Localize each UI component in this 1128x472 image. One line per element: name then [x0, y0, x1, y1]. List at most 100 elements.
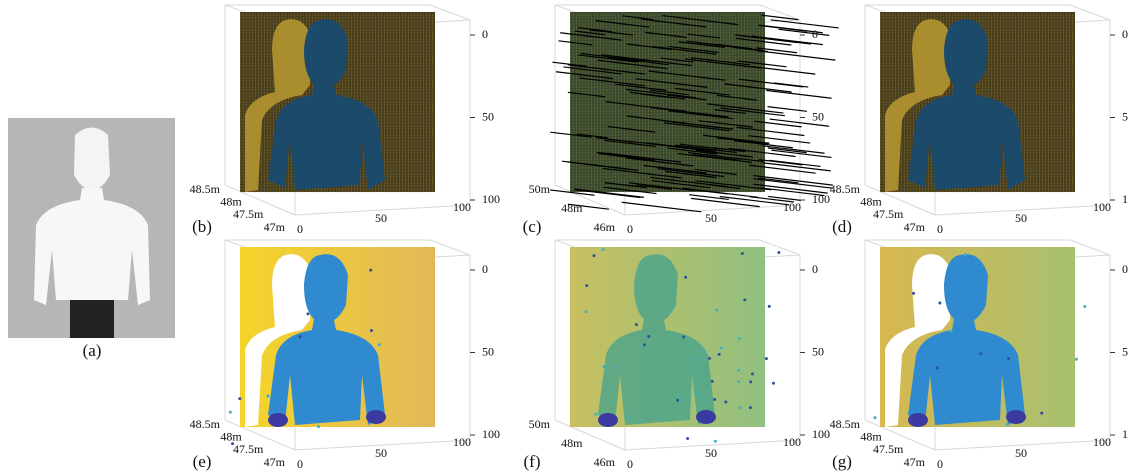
point	[298, 335, 301, 338]
z-tick-label: 100	[1122, 427, 1128, 441]
point	[1075, 358, 1078, 361]
z-tick-label: 0	[482, 262, 488, 276]
point	[594, 413, 597, 416]
plot-panel	[225, 240, 475, 450]
z-tick-label: 50	[1122, 344, 1128, 358]
panel-label: (a)	[83, 341, 102, 360]
point	[714, 440, 717, 443]
x-tick-label: 50	[1015, 211, 1027, 225]
panel-label: (g)	[832, 452, 852, 471]
hand	[268, 413, 288, 427]
z-tick-label: 0	[812, 262, 818, 276]
depth-tick-label: 47m	[904, 220, 926, 234]
x-tick-label: 50	[375, 211, 387, 225]
point	[768, 305, 771, 308]
point	[720, 346, 723, 349]
box-edge	[1070, 240, 1110, 255]
depth-tick-label: 48.5m	[190, 182, 221, 196]
depth-tick-label: 48.5m	[830, 417, 861, 431]
plot-panel	[865, 240, 1115, 450]
depth-tick-label: 48m	[561, 201, 583, 215]
z-tick-label: 100	[1122, 192, 1128, 206]
point	[593, 254, 596, 257]
point	[738, 337, 741, 340]
noise-line	[771, 20, 839, 28]
x-tick-label: 0	[937, 222, 943, 236]
z-tick-label: 100	[812, 192, 830, 206]
point	[696, 391, 699, 394]
point	[378, 343, 381, 346]
point	[238, 397, 241, 400]
box-edge	[1070, 5, 1110, 20]
point	[369, 269, 372, 272]
noise-line	[768, 107, 807, 112]
x-tick-label: 100	[1093, 435, 1111, 449]
z-tick-label: 50	[482, 109, 494, 123]
z-tick-label: 50	[1122, 109, 1128, 123]
point	[585, 310, 588, 313]
panel-label: (f)	[524, 452, 541, 471]
depth-tick-label: 48.5m	[190, 417, 221, 431]
plot-panel	[865, 5, 1115, 215]
point	[229, 411, 232, 414]
x-tick-label: 50	[705, 211, 717, 225]
plot-panel	[555, 240, 805, 450]
point	[306, 312, 309, 315]
z-tick-label: 100	[812, 427, 830, 441]
panel-label: (b)	[192, 217, 212, 236]
z-tick-label: 0	[1122, 27, 1128, 41]
hand	[1006, 410, 1026, 424]
depth-tick-label: 48.5m	[830, 182, 861, 196]
point	[751, 372, 754, 375]
x-tick-label: 0	[297, 222, 303, 236]
depth-tick-label: 47m	[904, 455, 926, 469]
point	[1040, 412, 1043, 415]
point	[737, 369, 740, 372]
point	[643, 343, 646, 346]
point	[317, 425, 320, 428]
point	[1083, 305, 1086, 308]
x-tick-label: 0	[937, 457, 943, 471]
noise-line	[762, 146, 824, 153]
x-tick-label: 0	[627, 222, 633, 236]
noise-line	[766, 90, 831, 98]
x-tick-label: 50	[705, 446, 717, 460]
plot-panel	[550, 5, 839, 215]
x-tick-label: 100	[783, 435, 801, 449]
point	[724, 400, 727, 403]
point	[912, 292, 915, 295]
point	[615, 366, 618, 369]
point	[676, 399, 679, 402]
point	[266, 395, 269, 398]
mannequin-head	[74, 128, 110, 191]
x-tick-label: 0	[627, 457, 633, 471]
point	[635, 323, 638, 326]
z-tick-label: 0	[1122, 262, 1128, 276]
point	[626, 415, 629, 418]
box-edge	[430, 5, 470, 20]
point	[765, 357, 768, 360]
point	[777, 251, 780, 254]
point	[741, 252, 744, 255]
depth-tick-label: 50m	[529, 417, 551, 431]
depth-tick-label: 47m	[264, 220, 286, 234]
depth-tick-label: 47.5m	[873, 207, 904, 221]
hand	[366, 410, 386, 424]
point	[743, 298, 746, 301]
point	[772, 382, 775, 385]
z-tick-label: 50	[482, 344, 494, 358]
point	[370, 329, 373, 332]
point	[602, 365, 605, 368]
z-tick-label: 0	[812, 27, 818, 41]
x-tick-label: 100	[453, 435, 471, 449]
point	[691, 358, 694, 361]
figure: (a)(b)05010005010048.5m48m47.5m47m(c)050…	[0, 0, 1128, 472]
x-tick-label: 100	[1093, 200, 1111, 214]
point	[711, 380, 714, 383]
point	[686, 437, 689, 440]
point	[718, 353, 721, 356]
hand	[696, 410, 716, 424]
z-tick-label: 50	[812, 109, 824, 123]
point	[938, 301, 941, 304]
depth-tick-label: 46m	[594, 220, 616, 234]
